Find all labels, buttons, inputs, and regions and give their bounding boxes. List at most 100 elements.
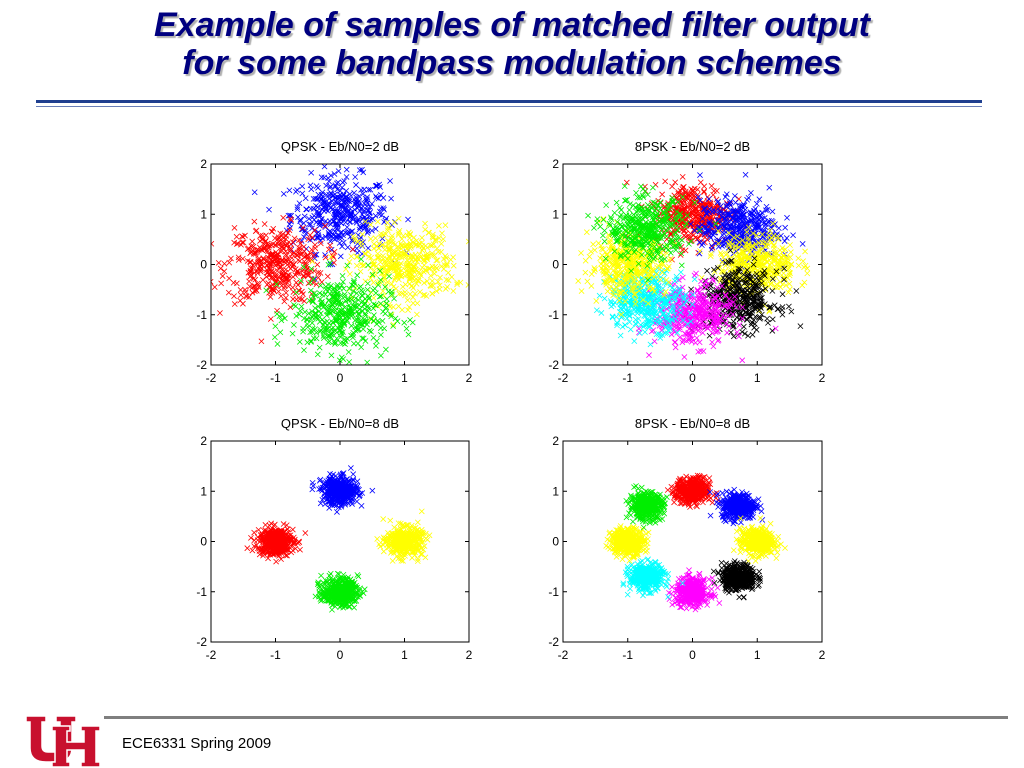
data-point	[693, 315, 700, 322]
data-point	[427, 242, 434, 249]
data-point	[722, 194, 729, 200]
data-point	[736, 322, 743, 328]
data-point	[679, 339, 686, 346]
data-point	[354, 253, 360, 260]
data-point	[420, 256, 427, 263]
data-point	[450, 254, 457, 261]
data-point	[638, 296, 644, 303]
data-point	[740, 271, 747, 278]
data-point	[376, 181, 383, 188]
data-point	[653, 269, 659, 276]
data-point	[734, 329, 741, 336]
data-point	[267, 284, 273, 291]
data-point	[314, 351, 321, 358]
data-point	[347, 465, 354, 471]
data-point	[756, 301, 763, 308]
data-point	[315, 274, 322, 281]
data-point	[338, 220, 345, 227]
x-tick-label: -1	[270, 371, 281, 385]
data-point	[340, 356, 347, 362]
data-point	[637, 194, 643, 201]
data-point	[332, 183, 339, 190]
data-point	[378, 332, 384, 338]
data-point	[412, 256, 419, 263]
data-point	[344, 244, 351, 251]
data-point	[427, 282, 434, 289]
data-point	[639, 192, 646, 199]
data-point	[285, 230, 291, 236]
data-point	[306, 215, 312, 222]
data-point	[715, 317, 722, 323]
data-point	[221, 268, 228, 275]
data-point	[393, 258, 400, 265]
data-point	[730, 299, 737, 305]
data-point	[215, 259, 222, 266]
data-point	[434, 245, 440, 252]
data-point	[678, 262, 685, 269]
data-point	[340, 239, 347, 246]
data-point	[578, 288, 585, 294]
data-point	[415, 277, 422, 284]
data-point	[615, 237, 622, 243]
data-point	[614, 319, 620, 326]
data-point	[614, 322, 620, 329]
data-point	[354, 327, 361, 333]
data-point	[217, 265, 224, 272]
data-point	[377, 300, 384, 307]
data-point	[627, 201, 633, 208]
data-point	[367, 265, 374, 272]
data-point	[290, 261, 297, 268]
data-point	[652, 247, 659, 254]
data-point	[616, 204, 623, 211]
data-point	[784, 275, 791, 281]
data-point	[250, 275, 257, 282]
data-point	[362, 338, 369, 344]
data-point	[651, 200, 658, 206]
data-point	[305, 280, 312, 287]
data-point	[631, 291, 638, 298]
data-point	[692, 205, 699, 211]
data-point	[249, 247, 256, 254]
data-point	[665, 279, 672, 286]
data-point	[588, 283, 595, 289]
data-point	[732, 199, 739, 206]
data-point	[717, 209, 724, 216]
data-point	[629, 278, 636, 285]
data-point	[655, 202, 662, 209]
data-point	[771, 245, 777, 252]
data-point	[251, 218, 258, 225]
data-point	[677, 269, 684, 276]
data-point	[369, 272, 376, 279]
data-point	[679, 217, 686, 223]
data-point	[376, 245, 382, 252]
data-point	[289, 330, 296, 337]
data-point	[741, 211, 748, 218]
data-point	[605, 273, 612, 280]
data-point	[594, 219, 600, 226]
data-point	[591, 247, 598, 254]
data-point	[712, 303, 718, 309]
data-point	[372, 235, 379, 241]
plot-title: QPSK - Eb/N0=2 dB	[281, 139, 399, 154]
data-point	[381, 246, 388, 253]
data-point	[334, 221, 341, 228]
data-point	[387, 311, 394, 318]
data-point	[749, 261, 755, 268]
data-point	[732, 216, 739, 223]
data-point	[766, 304, 773, 310]
data-point	[751, 255, 758, 262]
data-point	[699, 313, 706, 319]
data-point	[607, 214, 614, 221]
data-point	[311, 290, 318, 297]
data-point	[681, 205, 688, 212]
data-point	[703, 278, 709, 285]
data-point	[771, 250, 778, 257]
data-point	[637, 205, 644, 212]
data-point	[359, 262, 366, 269]
data-point	[689, 335, 696, 342]
data-point	[628, 268, 635, 274]
data-point	[706, 214, 713, 221]
data-point	[349, 246, 356, 253]
data-point	[298, 277, 304, 284]
data-point	[738, 287, 745, 294]
